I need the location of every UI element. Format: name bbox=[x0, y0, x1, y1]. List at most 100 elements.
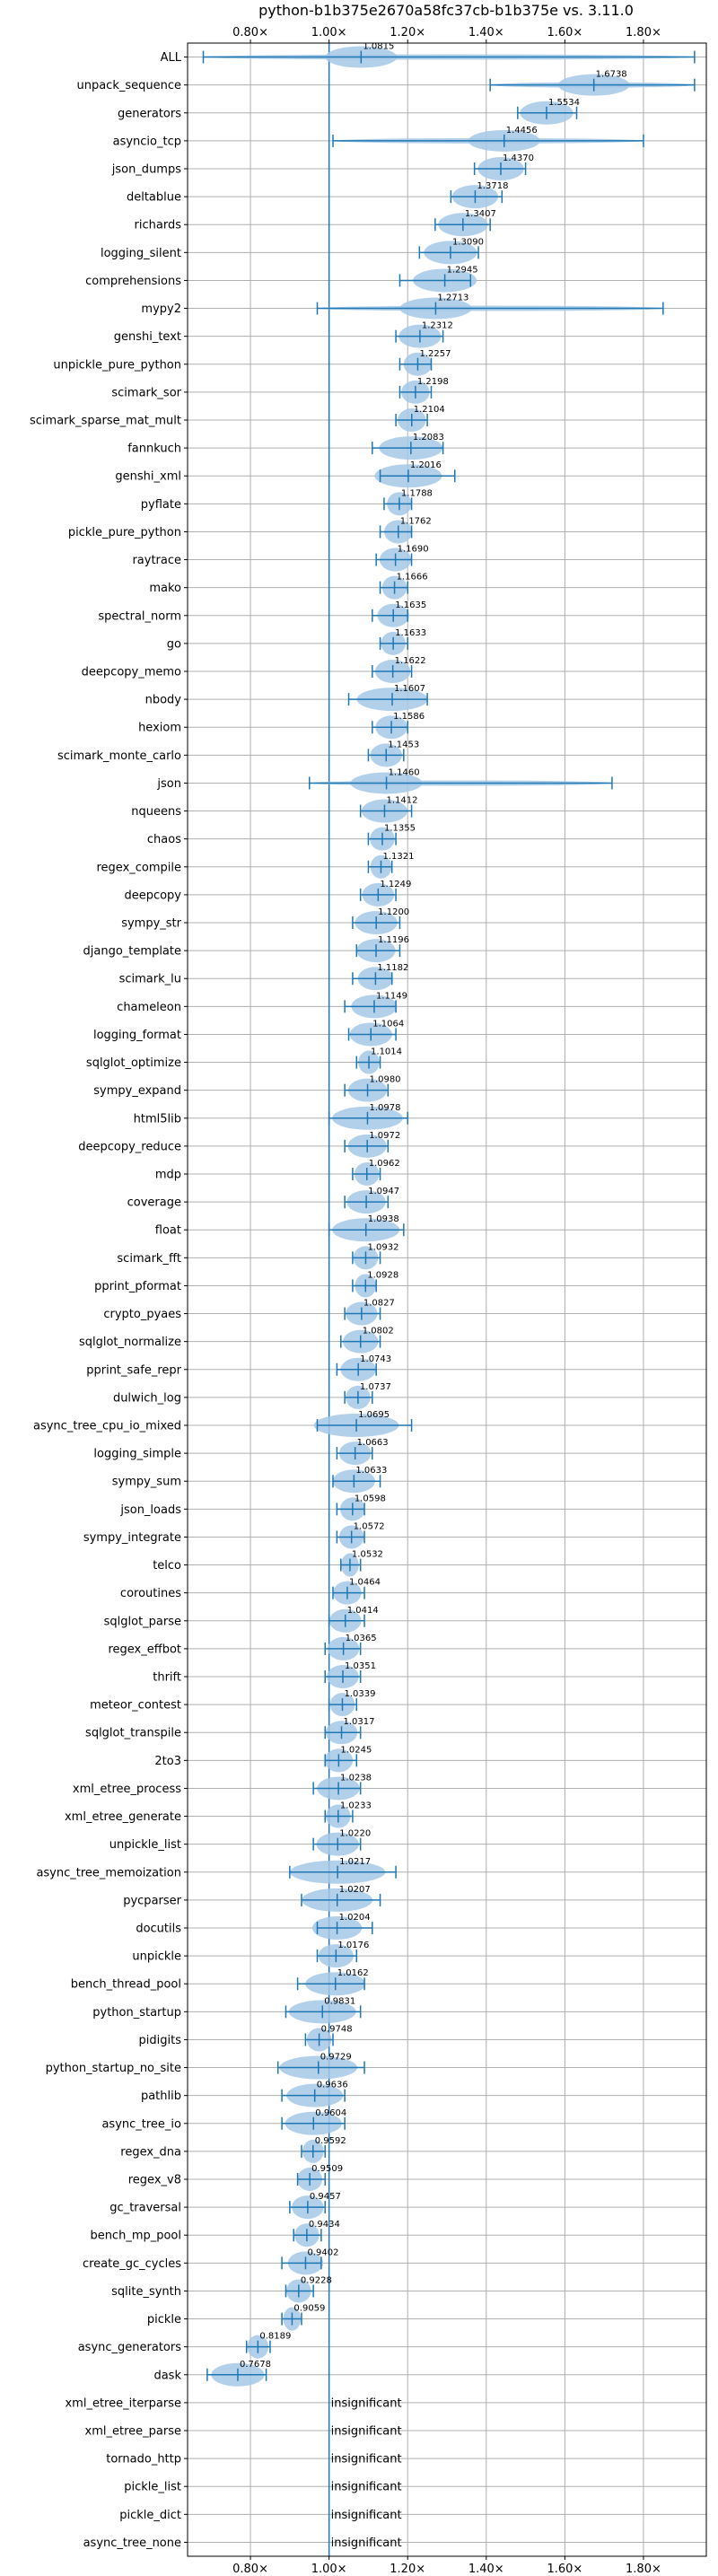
value-label: 1.2104 bbox=[414, 405, 445, 415]
value-label: 1.1182 bbox=[377, 963, 408, 973]
value-label: 1.0414 bbox=[347, 1606, 379, 1616]
benchmark-label: sqlglot_parse bbox=[104, 1615, 181, 1628]
value-label: 1.0176 bbox=[337, 1941, 369, 1950]
benchmark-label: scimark_sparse_mat_mult bbox=[30, 415, 181, 428]
benchmark-label: unpack_sequence bbox=[76, 79, 181, 92]
value-label: 1.0695 bbox=[358, 1410, 390, 1420]
benchmark-label: xml_etree_process bbox=[73, 1783, 181, 1796]
value-label: 1.1453 bbox=[388, 740, 419, 749]
benchmark-label: meteor_contest bbox=[90, 1699, 181, 1713]
benchmark-label: regex_effbot bbox=[108, 1643, 181, 1656]
benchmark-label: coverage bbox=[127, 1196, 181, 1210]
value-label: 1.0238 bbox=[340, 1773, 372, 1783]
value-label: 1.0972 bbox=[369, 1131, 400, 1141]
x-tick-label-top: 1.40× bbox=[468, 26, 504, 39]
insignificant-label: insignificant bbox=[331, 2509, 402, 2522]
value-label: 1.1788 bbox=[401, 488, 433, 498]
value-label: 1.0572 bbox=[354, 1521, 385, 1531]
x-tick-label-top: 1.80× bbox=[626, 26, 661, 39]
benchmark-label: scimark_lu bbox=[119, 973, 181, 986]
benchmark-label: mypy2 bbox=[141, 302, 181, 316]
value-label: 1.0663 bbox=[357, 1438, 389, 1448]
value-label: 1.1460 bbox=[389, 767, 420, 777]
value-label: 1.0743 bbox=[360, 1354, 391, 1364]
benchmark-label: dulwich_log bbox=[113, 1391, 181, 1405]
benchmark-label: telco bbox=[153, 1559, 181, 1573]
value-label: 1.0598 bbox=[355, 1494, 386, 1503]
value-label: 1.5534 bbox=[548, 98, 580, 108]
benchmark-label: deepcopy_reduce bbox=[78, 1140, 181, 1153]
benchmark-label: sympy_str bbox=[121, 917, 181, 931]
benchmark-label: thrift bbox=[153, 1671, 181, 1685]
benchmark-label: deepcopy_memo bbox=[82, 666, 181, 679]
benchmark-label: xml_etree_generate bbox=[65, 1810, 181, 1824]
value-label: 0.9729 bbox=[320, 2053, 352, 2063]
benchmark-label: chaos bbox=[147, 833, 181, 846]
benchmark-label: xml_etree_parse bbox=[85, 2425, 181, 2439]
benchmark-label: crypto_pyaes bbox=[103, 1308, 181, 1321]
benchmark-label: docutils bbox=[136, 1923, 181, 1936]
value-label: 0.9748 bbox=[321, 2024, 353, 2034]
benchmark-label: chameleon bbox=[117, 1001, 181, 1014]
benchmark-label: deepcopy bbox=[124, 889, 181, 902]
benchmark-label: logging_format bbox=[93, 1029, 181, 1042]
value-label: 1.1762 bbox=[400, 516, 432, 526]
value-label: 1.1690 bbox=[398, 545, 429, 555]
benchmark-label: raytrace bbox=[132, 554, 181, 567]
value-label: 1.0827 bbox=[363, 1299, 395, 1309]
benchmark-label: logging_silent bbox=[101, 247, 181, 260]
value-label: 0.9402 bbox=[307, 2247, 338, 2257]
benchmark-label: scimark_monte_carlo bbox=[57, 749, 181, 763]
value-label: 1.0162 bbox=[337, 1968, 369, 1978]
value-label: 0.9509 bbox=[311, 2164, 343, 2174]
value-label: 1.0633 bbox=[355, 1466, 387, 1476]
value-label: 0.8189 bbox=[259, 2332, 291, 2342]
benchmark-label: deltablue bbox=[127, 191, 181, 205]
value-label: 1.1064 bbox=[372, 1019, 404, 1029]
benchmark-label: pprint_safe_repr bbox=[86, 1363, 181, 1377]
value-label: 0.9457 bbox=[310, 2192, 341, 2202]
benchmark-label: mako bbox=[149, 582, 181, 595]
label-layer: ALL unpack_sequence generators asyncio_tcpj… bbox=[30, 42, 627, 2550]
benchmark-label: json_dumps bbox=[111, 163, 181, 177]
value-label: 1.0317 bbox=[344, 1717, 375, 1727]
value-label: 1.2257 bbox=[419, 349, 451, 359]
benchmark-label: coroutines bbox=[120, 1587, 181, 1600]
benchmark-label: scimark_fft bbox=[117, 1252, 181, 1266]
value-label: 1.1607 bbox=[394, 684, 425, 694]
value-label: 1.1321 bbox=[382, 852, 414, 862]
x-tick-label-bottom: 1.60× bbox=[547, 2563, 582, 2576]
value-label: 1.2198 bbox=[417, 377, 449, 387]
benchmark-label: bench_mp_pool bbox=[90, 2230, 181, 2243]
benchmark-label: json bbox=[156, 777, 181, 791]
value-label: 1.0339 bbox=[344, 1689, 375, 1699]
value-label: 1.1412 bbox=[386, 796, 417, 806]
benchmark-label: gc_traversal bbox=[109, 2202, 181, 2215]
benchmark-label: generators bbox=[118, 107, 181, 120]
benchmark-label: genshi_text bbox=[114, 330, 181, 344]
x-tick-label-top: 0.80× bbox=[232, 26, 268, 39]
benchmark-label: nqueens bbox=[131, 805, 181, 819]
benchmark-label: unpickle_list bbox=[109, 1838, 181, 1852]
value-label: 1.2312 bbox=[422, 321, 453, 331]
benchmark-label: pickle_dict bbox=[119, 2509, 181, 2522]
value-label: 1.1666 bbox=[397, 573, 428, 583]
benchmark-label: async_tree_none bbox=[83, 2537, 181, 2550]
value-label: 1.2713 bbox=[437, 294, 468, 303]
benchmark-label: mdp bbox=[155, 1169, 181, 1182]
benchmark-label: pyflate bbox=[141, 498, 181, 512]
benchmark-label: float bbox=[155, 1224, 181, 1238]
value-label: 1.0464 bbox=[349, 1578, 381, 1588]
value-label: 1.1586 bbox=[393, 712, 425, 722]
benchmark-label: unpickle_pure_python bbox=[53, 358, 181, 372]
benchmark-label: python_startup bbox=[92, 2006, 181, 2020]
benchmark-label: regex_dna bbox=[120, 2145, 181, 2159]
value-label: 1.0815 bbox=[363, 42, 394, 52]
benchmark-label: genshi_xml bbox=[115, 470, 181, 484]
value-label: 1.1635 bbox=[395, 600, 426, 610]
x-tick-label-top: 1.60× bbox=[547, 26, 582, 39]
value-label: 1.3718 bbox=[477, 181, 508, 191]
value-label: 1.0351 bbox=[345, 1661, 376, 1671]
benchmark-label: ALL bbox=[161, 51, 182, 65]
value-label: 1.0220 bbox=[339, 1829, 371, 1839]
